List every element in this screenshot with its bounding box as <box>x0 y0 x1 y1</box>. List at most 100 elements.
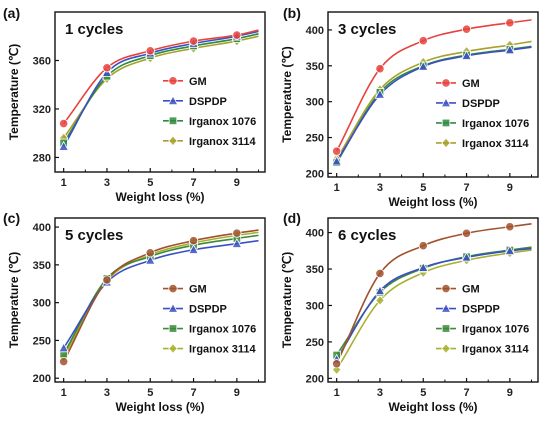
x-tick-label: 1 <box>334 387 340 399</box>
data-point <box>461 251 472 262</box>
x-tick-label: 9 <box>234 387 240 399</box>
y-tick-label: 250 <box>306 337 324 349</box>
data-point <box>461 24 472 34</box>
x-tick-label: 9 <box>234 177 240 189</box>
legend-marker <box>441 118 451 128</box>
legend-marker <box>441 78 451 88</box>
data-point <box>102 63 112 73</box>
legend-label: DSPDP <box>462 304 500 316</box>
panel-label: (d) <box>283 210 301 226</box>
y-tick-label: 360 <box>33 55 51 67</box>
panel-4: (d) 6 cycles 1 3 5 7 9 200 250 300 350 400 Weight lo… <box>280 210 539 414</box>
legend-label: DSPDP <box>462 98 500 110</box>
legend-marker <box>441 137 451 149</box>
legend-label: DSPDP <box>189 96 227 108</box>
data-point <box>145 46 155 56</box>
legend-marker <box>168 283 178 294</box>
y-tick-label: 350 <box>33 260 51 272</box>
data-point <box>188 244 199 254</box>
y-tick-label: 400 <box>33 222 51 234</box>
data-point <box>232 228 242 238</box>
data-point <box>461 228 472 238</box>
legend-marker <box>168 324 178 333</box>
legend-label: Irganox 3114 <box>462 138 530 150</box>
data-point <box>375 268 385 278</box>
x-tick-label: 7 <box>190 177 196 189</box>
x-tick-label: 5 <box>420 387 426 399</box>
legend-marker <box>168 135 178 147</box>
y-axis-label: Temperature (℃) <box>7 44 21 141</box>
x-tick-label: 5 <box>147 177 153 189</box>
series-line-gm <box>62 229 259 362</box>
y-tick-label: 400 <box>306 25 324 37</box>
legend-label: Irganox 1076 <box>462 118 529 130</box>
y-axis-label: Temperature (℃) <box>7 252 21 349</box>
y-tick-label: 250 <box>33 335 51 347</box>
x-tick-label: 9 <box>507 387 513 399</box>
legend-marker <box>441 343 451 354</box>
data-point <box>418 36 428 46</box>
x-axis-label: Weight loss (%) <box>388 400 477 414</box>
x-axis-label: Weight loss (%) <box>115 400 204 414</box>
y-tick-label: 350 <box>306 61 324 73</box>
data-point <box>418 241 428 251</box>
y-axis-label: Temperature (℃) <box>280 46 294 143</box>
x-tick-label: 9 <box>507 182 513 194</box>
x-tick-label: 7 <box>463 182 469 194</box>
data-point <box>504 245 516 256</box>
series-line-irganox-3114 <box>62 231 259 358</box>
data-point <box>58 342 69 353</box>
panel-2: (b) 3 cycles 1 3 5 7 9 200 250 300 350 400 Weight lo… <box>280 5 539 209</box>
data-point <box>232 30 242 40</box>
data-point <box>59 356 69 367</box>
panel-label: (b) <box>283 5 301 21</box>
panel-title: 6 cycles <box>338 227 396 244</box>
series-line-gm <box>63 29 259 125</box>
y-tick-label: 300 <box>33 298 51 310</box>
data-point <box>374 285 386 296</box>
data-point <box>58 140 69 151</box>
legend-marker <box>168 343 178 354</box>
panel-label: (c) <box>3 210 20 226</box>
data-point <box>332 146 342 156</box>
data-point <box>417 60 429 71</box>
x-tick-label: 3 <box>104 387 110 399</box>
x-tick-label: 3 <box>377 387 383 399</box>
data-point <box>231 238 243 248</box>
panel-title: 1 cycles <box>65 21 123 38</box>
y-tick-label: 200 <box>306 168 324 180</box>
panel-title: 3 cycles <box>338 21 396 38</box>
legend-label: Irganox 3114 <box>189 344 257 356</box>
data-point <box>505 222 515 232</box>
panel-title: 5 cycles <box>65 227 123 244</box>
x-tick-label: 5 <box>420 182 426 194</box>
plot-frame <box>327 11 539 178</box>
legend-label: Irganox 1076 <box>189 116 256 128</box>
x-axis-label: Weight loss (%) <box>388 195 477 209</box>
y-tick-label: 200 <box>33 373 51 385</box>
legend-label: Irganox 1076 <box>189 324 256 336</box>
legend-label: Irganox 3114 <box>189 136 257 148</box>
data-point <box>375 294 385 306</box>
x-tick-label: 1 <box>61 177 67 189</box>
x-tick-label: 3 <box>377 182 383 194</box>
y-tick-label: 300 <box>306 300 324 312</box>
legend-marker <box>440 302 452 313</box>
plot-frame <box>54 217 266 383</box>
data-point <box>331 155 342 166</box>
legend-label: GM <box>462 284 480 296</box>
data-point <box>375 64 385 74</box>
legend-label: DSPDP <box>189 304 227 316</box>
y-tick-label: 300 <box>306 97 324 109</box>
legend-label: Irganox 3114 <box>462 344 530 356</box>
legend-marker <box>167 95 179 105</box>
data-point <box>461 50 472 60</box>
legend-marker <box>440 97 452 108</box>
series-line-dspdp <box>62 30 259 147</box>
x-tick-label: 1 <box>61 387 67 399</box>
legend-marker <box>441 283 451 294</box>
legend-marker <box>167 302 179 313</box>
legend-label: GM <box>189 284 207 296</box>
data-point <box>144 254 156 265</box>
